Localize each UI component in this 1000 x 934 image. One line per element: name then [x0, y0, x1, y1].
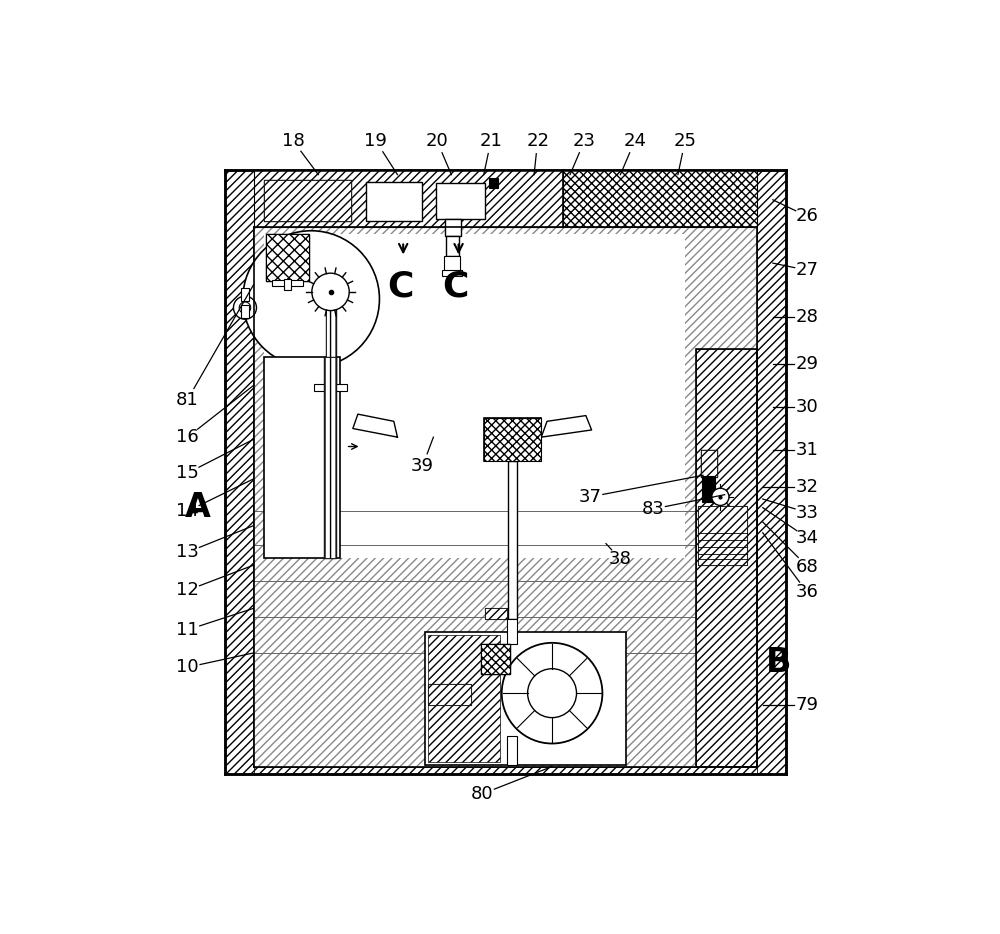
Bar — [696, 349, 757, 767]
Bar — [702, 476, 715, 502]
Text: 37: 37 — [579, 488, 602, 506]
Bar — [481, 644, 510, 674]
Bar — [254, 227, 757, 767]
Bar — [442, 270, 462, 276]
Text: 11: 11 — [176, 621, 199, 639]
Text: C: C — [387, 269, 413, 304]
Bar — [254, 170, 563, 227]
Bar — [254, 227, 757, 767]
Polygon shape — [353, 414, 397, 437]
Text: 23: 23 — [573, 132, 596, 149]
Text: 31: 31 — [796, 441, 819, 460]
Bar — [326, 292, 336, 386]
Bar — [701, 450, 717, 477]
Bar — [563, 170, 757, 227]
Text: 36: 36 — [796, 584, 819, 601]
Bar — [264, 179, 351, 221]
Text: 33: 33 — [796, 503, 819, 522]
Circle shape — [712, 488, 729, 505]
Bar — [485, 608, 507, 619]
Bar — [428, 684, 471, 705]
Bar — [264, 179, 351, 221]
Bar — [757, 170, 786, 773]
Text: 18: 18 — [282, 132, 305, 149]
Bar — [254, 170, 757, 227]
Bar — [696, 349, 757, 767]
Text: 25: 25 — [674, 132, 697, 149]
Bar — [701, 450, 717, 477]
Bar — [507, 736, 517, 765]
Text: 19: 19 — [364, 132, 387, 149]
Bar — [272, 280, 303, 286]
Text: 10: 10 — [176, 658, 199, 676]
Bar — [428, 684, 471, 705]
Circle shape — [502, 643, 602, 743]
Bar — [508, 460, 517, 619]
Text: 79: 79 — [796, 697, 819, 715]
Text: C: C — [442, 269, 469, 304]
Polygon shape — [541, 416, 592, 437]
Bar — [264, 357, 340, 558]
Text: 13: 13 — [176, 544, 199, 561]
Text: 16: 16 — [176, 428, 199, 446]
Circle shape — [312, 273, 349, 311]
Circle shape — [243, 231, 379, 367]
Bar — [266, 234, 309, 281]
Bar — [241, 288, 249, 301]
Bar — [698, 506, 747, 565]
Text: 32: 32 — [796, 478, 819, 497]
Bar — [444, 256, 460, 272]
Bar — [485, 608, 507, 619]
Bar — [366, 182, 422, 221]
Bar — [241, 304, 249, 318]
Bar — [314, 384, 347, 391]
Text: 29: 29 — [796, 355, 819, 373]
Text: 26: 26 — [796, 207, 819, 225]
Text: 21: 21 — [479, 132, 502, 149]
Bar — [445, 219, 461, 235]
Text: 39: 39 — [411, 457, 434, 474]
Bar — [324, 357, 336, 558]
Bar — [446, 235, 459, 256]
Bar — [428, 635, 500, 762]
Bar — [225, 170, 254, 773]
Bar — [266, 234, 309, 281]
Text: 81: 81 — [176, 390, 199, 409]
Text: 34: 34 — [796, 529, 819, 546]
Bar — [425, 632, 626, 765]
Bar — [481, 644, 510, 674]
Bar — [284, 279, 291, 290]
Text: 20: 20 — [426, 132, 448, 149]
Bar — [489, 177, 498, 188]
Text: 68: 68 — [796, 558, 819, 575]
Bar — [696, 349, 757, 767]
Bar — [507, 619, 517, 644]
Circle shape — [233, 296, 256, 319]
Bar — [698, 506, 747, 565]
Bar — [254, 767, 757, 773]
Text: 30: 30 — [796, 398, 819, 416]
Bar — [324, 357, 336, 558]
Text: 27: 27 — [796, 262, 819, 279]
Bar — [484, 417, 541, 460]
Text: 12: 12 — [176, 581, 199, 600]
Text: 28: 28 — [796, 308, 819, 326]
Text: 80: 80 — [471, 785, 494, 803]
Bar — [264, 234, 685, 558]
Bar — [484, 417, 541, 460]
Text: A: A — [185, 491, 210, 524]
Text: B: B — [766, 645, 791, 679]
Text: 15: 15 — [176, 464, 199, 482]
Text: 14: 14 — [176, 502, 199, 520]
Bar — [436, 182, 485, 219]
Text: 24: 24 — [623, 132, 646, 149]
Text: 38: 38 — [609, 550, 632, 569]
Bar — [326, 292, 336, 386]
Text: 22: 22 — [526, 132, 549, 149]
Text: 83: 83 — [641, 500, 664, 518]
